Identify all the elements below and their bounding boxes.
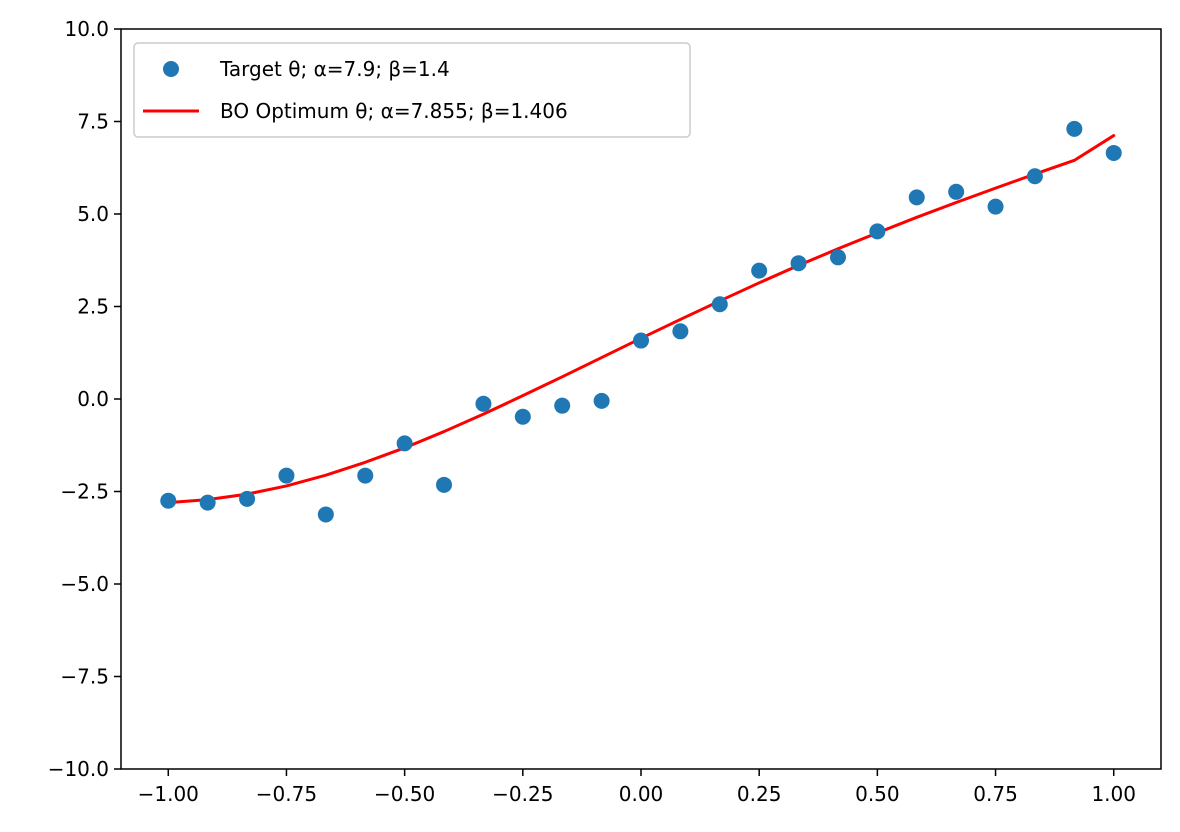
scatter-point xyxy=(1026,168,1043,185)
scatter-point xyxy=(554,397,571,414)
scatter-point xyxy=(317,506,334,523)
scatter-point xyxy=(790,255,807,272)
plot-area xyxy=(121,29,1161,769)
scatter-point xyxy=(711,296,728,313)
y-tick-label: 0.0 xyxy=(77,387,109,411)
legend-box xyxy=(133,42,691,138)
y-tick-label: −10.0 xyxy=(48,757,109,781)
x-tick-label: −1.00 xyxy=(138,782,199,806)
x-tick-label: 0.75 xyxy=(973,782,1018,806)
scatter-point xyxy=(672,323,689,340)
x-tick-label: −0.25 xyxy=(492,782,553,806)
legend: Target θ; α=7.9; β=1.4 BO Optimum θ; α=7… xyxy=(133,42,691,138)
scatter-point xyxy=(475,395,492,412)
scatter-point xyxy=(514,408,531,425)
scatter-point xyxy=(199,494,216,511)
x-tick-label: 1.00 xyxy=(1091,782,1136,806)
x-tick-label: −0.50 xyxy=(374,782,435,806)
data-layer xyxy=(160,120,1122,523)
scatter-point xyxy=(948,183,965,200)
scatter-point xyxy=(633,332,649,349)
legend-label-target: Target θ; α=7.9; β=1.4 xyxy=(219,57,450,81)
scatter-point xyxy=(239,490,256,507)
x-tick-label: 0.25 xyxy=(737,782,782,806)
scatter-point xyxy=(751,262,768,279)
target-points xyxy=(160,120,1122,523)
x-axis: −1.00 −0.75 −0.50 −0.25 0.00 0.25 0.50 0.75 1.00 xyxy=(138,769,1136,806)
scatter-point xyxy=(987,198,1004,215)
x-tick-label: 0.50 xyxy=(855,782,900,806)
y-tick-label: −2.5 xyxy=(60,480,109,504)
scatter-point xyxy=(1066,120,1083,137)
scatter-point xyxy=(829,249,846,266)
legend-label-bo-optimum: BO Optimum θ; α=7.855; β=1.406 xyxy=(220,99,568,123)
scatter-point xyxy=(436,476,453,493)
scatter-point xyxy=(278,467,295,484)
y-tick-label: 5.0 xyxy=(77,202,109,226)
scatter-point xyxy=(357,467,374,484)
scatter-point xyxy=(869,223,886,240)
scatter-point xyxy=(593,392,610,409)
y-tick-label: −5.0 xyxy=(60,572,109,596)
y-tick-label: −7.5 xyxy=(60,665,109,689)
scatter-point xyxy=(396,435,413,452)
y-tick-label: 2.5 xyxy=(77,295,109,319)
scatter-point xyxy=(160,492,177,509)
y-tick-label: 10.0 xyxy=(64,17,109,41)
y-tick-label: 7.5 xyxy=(77,110,109,134)
x-tick-label: 0.00 xyxy=(619,782,664,806)
legend-marker-target xyxy=(163,61,179,77)
scatter-point xyxy=(908,189,925,206)
y-axis: −10.0 −7.5 −5.0 −2.5 0.0 2.5 5.0 7.5 10.0 xyxy=(48,17,121,781)
scatter-point xyxy=(1105,144,1122,161)
x-tick-label: −0.75 xyxy=(256,782,317,806)
